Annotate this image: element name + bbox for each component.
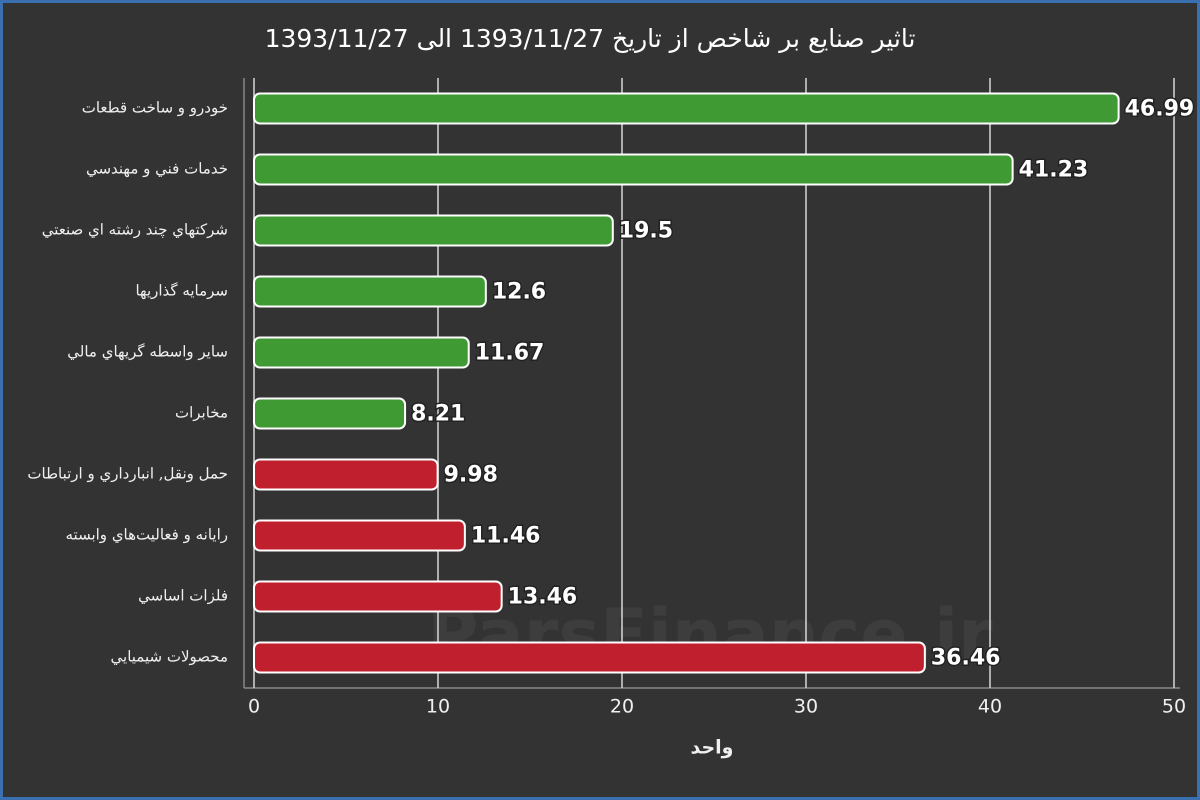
value-label: 9.98	[444, 463, 498, 488]
bar	[253, 336, 470, 369]
value-label: 11.67	[475, 341, 545, 366]
x-tick-label: 20	[610, 696, 634, 718]
x-tick-label: 40	[978, 696, 1002, 718]
category-label: خودرو و ساخت قطعات	[82, 99, 228, 117]
bar	[253, 214, 614, 247]
x-tick-label: 10	[426, 696, 450, 718]
value-label: 11.46	[471, 524, 541, 549]
value-label: 12.6	[492, 280, 546, 305]
category-label: حمل ونقل, انبارداري و ارتباطات	[27, 465, 228, 483]
category-label: محصولات شيميايي	[111, 648, 228, 666]
category-label: رايانه و فعاليت‌هاي وابسته	[66, 526, 228, 544]
value-label: 46.99	[1125, 97, 1195, 122]
x-tick-label: 50	[1162, 696, 1186, 718]
bar	[253, 580, 503, 613]
category-label: شركتهاي چند رشته اي صنعتي	[42, 221, 228, 239]
category-label: فلزات اساسي	[138, 587, 228, 605]
x-tick-label: 30	[794, 696, 818, 718]
bar	[253, 275, 487, 308]
value-label: 19.5	[619, 219, 673, 244]
value-label: 41.23	[1019, 158, 1089, 183]
value-label: 36.46	[931, 646, 1001, 671]
bar	[253, 92, 1120, 125]
x-axis-label: واحد	[691, 737, 734, 759]
category-label: خدمات فني و مهندسي	[86, 160, 228, 178]
category-label: سرمايه گذاريها	[135, 282, 228, 300]
category-label: ساير واسطه گريهاي مالي	[67, 343, 228, 361]
chart-title: تاثیر صنایع بر شاخص از تاریخ 1393/11/27 …	[265, 24, 916, 54]
value-label: 13.46	[508, 585, 578, 610]
bar	[253, 458, 439, 491]
bar	[253, 519, 466, 552]
category-label: مخابرات	[175, 404, 228, 422]
bar	[253, 397, 407, 430]
x-tick-label: 0	[248, 696, 260, 718]
bar	[253, 641, 926, 674]
bar	[253, 153, 1014, 186]
value-label: 8.21	[411, 402, 465, 427]
